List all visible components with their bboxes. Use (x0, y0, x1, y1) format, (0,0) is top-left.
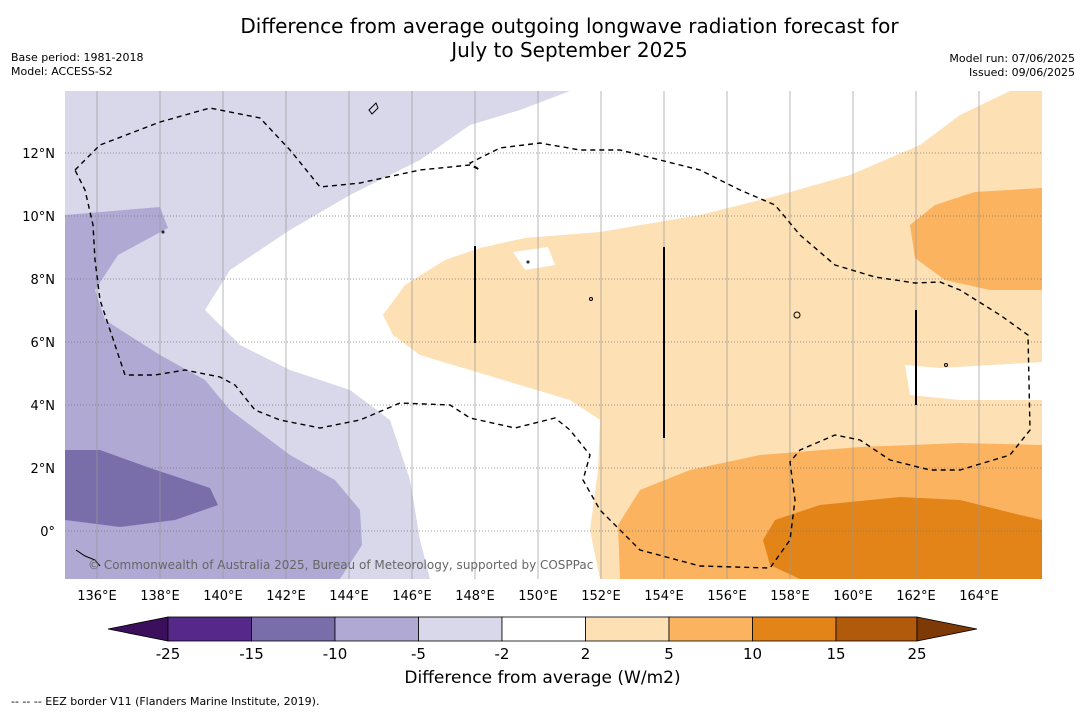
lon-label: 152°E (581, 589, 621, 604)
base-period-info: Base period: 1981-2018 Model: ACCESS-S2 (11, 51, 143, 79)
model-name: Model: ACCESS-S2 (11, 65, 113, 78)
lon-label: 156°E (707, 589, 747, 604)
lat-label: 8°N (31, 273, 56, 288)
colorbar-segment (418, 616, 503, 642)
colorbar-tick: 10 (743, 645, 762, 663)
islands (75, 102, 948, 567)
issued-date: Issued: 09/06/2025 (968, 66, 1075, 79)
colorbar-segment (752, 616, 837, 642)
colorbar-tick: -15 (239, 645, 264, 663)
lat-label: 10°N (22, 210, 55, 225)
map-title: Difference from average outgoing longwav… (240, 14, 899, 62)
colorbar-segment (585, 616, 670, 642)
colorbar-tick: 25 (907, 645, 926, 663)
run-info: Model run: 07/06/2025 Issued: 09/06/2025 (949, 52, 1075, 80)
colorbar-tick: 5 (664, 645, 674, 663)
colorbar-segment (668, 616, 753, 642)
colorbar (107, 616, 978, 642)
colorbar-extend-low (107, 616, 169, 642)
white-island-1 (513, 247, 555, 270)
lat-label: 0° (40, 525, 55, 540)
colorbar-segment (835, 616, 918, 642)
eez-vertical-borders (474, 246, 917, 438)
lon-label: 146°E (392, 589, 432, 604)
colorbar-tick: -10 (323, 645, 348, 663)
lat-label: 6°N (31, 336, 56, 351)
model-run-date: Model run: 07/06/2025 (949, 52, 1075, 65)
lon-label: 148°E (455, 589, 495, 604)
colorbar-tick: -5 (411, 645, 426, 663)
colorbar-segment (251, 616, 336, 642)
colorbar-tick: -2 (495, 645, 510, 663)
lat-label: 2°N (31, 462, 56, 477)
lon-label: 150°E (518, 589, 558, 604)
lon-label: 154°E (644, 589, 684, 604)
lon-label: 138°E (140, 589, 180, 604)
anomaly-region-plus10 (763, 497, 1042, 579)
lon-label: 162°E (896, 589, 936, 604)
lat-label: 4°N (31, 399, 56, 414)
lon-label: 164°E (959, 589, 999, 604)
lon-label: 142°E (266, 589, 306, 604)
colorbar-segment (167, 616, 252, 642)
anomaly-region-plus5-north (910, 188, 1042, 290)
colorbar-extend-high (916, 616, 978, 642)
colorbar-segment (334, 616, 419, 642)
lon-label: 136°E (77, 589, 117, 604)
anomaly-map (65, 91, 1042, 579)
lon-label: 144°E (329, 589, 369, 604)
anomaly-region-minus15 (65, 450, 218, 527)
colorbar-tick: -25 (156, 645, 181, 663)
colorbar-title: Difference from average (W/m2) (404, 668, 681, 688)
longitude-gridlines (96, 91, 980, 579)
lon-label: 160°E (833, 589, 873, 604)
latitude-gridlines (65, 152, 1042, 532)
lon-label: 140°E (203, 589, 243, 604)
copyright-notice: © Commonwealth of Australia 2025, Bureau… (88, 558, 594, 572)
colorbar-segment (501, 616, 586, 642)
lat-label: 12°N (22, 147, 55, 162)
colorbar-tick: 2 (581, 645, 591, 663)
base-period: Base period: 1981-2018 (11, 51, 144, 64)
eez-border-west (74, 107, 1031, 569)
colorbar-ticks: -25 -15 -10 -5 -2 2 5 10 15 25 (156, 645, 927, 663)
eez-footnote: -- -- -- EEZ border V11 (Flanders Marine… (11, 695, 320, 708)
colorbar-tick: 15 (826, 645, 845, 663)
white-island-2 (905, 362, 1042, 400)
lon-label: 158°E (770, 589, 810, 604)
